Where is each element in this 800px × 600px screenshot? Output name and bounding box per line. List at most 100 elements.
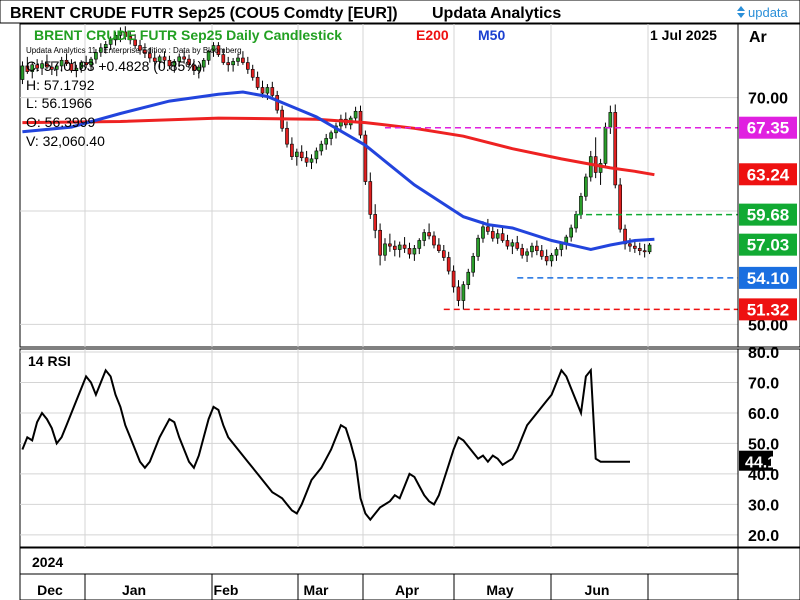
candle: [476, 234, 480, 261]
candle-body: [378, 229, 382, 256]
candle-body: [138, 45, 142, 51]
rsi-tick-label: 40.0: [748, 467, 779, 484]
candle: [20, 61, 25, 85]
rsi-tick-label: 70.0: [748, 376, 779, 393]
candle: [392, 240, 397, 257]
candle-body: [299, 151, 304, 159]
date-axis-labels: Dec Jan Feb Mar Apr May Jun: [37, 574, 649, 600]
candle: [588, 150, 593, 182]
candle-body: [603, 126, 608, 164]
candle-body: [618, 184, 622, 230]
candle: [633, 240, 637, 253]
candle-body: [74, 67, 79, 71]
candle: [304, 150, 309, 167]
candle: [451, 265, 456, 293]
candle: [245, 56, 250, 74]
candle-body: [432, 235, 436, 246]
candle: [530, 242, 534, 258]
candle-body: [588, 156, 593, 178]
candle-body: [388, 243, 392, 247]
candle: [201, 58, 206, 72]
candle: [231, 58, 235, 72]
candle: [187, 54, 191, 69]
candle-body: [260, 87, 265, 94]
candle: [148, 47, 152, 63]
candle: [515, 235, 520, 251]
ohlc-high: H: 57.1792: [26, 77, 95, 93]
candle-body: [294, 151, 299, 157]
rsi-tick-label: 20.0: [748, 528, 779, 545]
candle: [40, 60, 44, 75]
level-label: 57.03: [747, 236, 790, 255]
rsi-tick-label: 30.0: [748, 497, 779, 514]
level-box: [739, 203, 797, 226]
chart-header-title: BRENT CRUDE FUTR Sep25 (COU5 Comdty [EUR…: [10, 5, 398, 22]
candle: [569, 224, 573, 242]
rsi-line: [21, 367, 630, 522]
candle: [397, 241, 402, 258]
candle: [441, 245, 446, 261]
ohlc-low: L: 56.1966: [26, 95, 92, 111]
candle-body: [172, 61, 177, 67]
level-boxes: 67.35 63.24 59.68 57.03 54.10 51.32: [739, 116, 797, 321]
legend-m50-label: M50: [478, 27, 505, 43]
candle: [226, 56, 231, 72]
candle: [539, 245, 544, 260]
candle: [353, 106, 358, 123]
candle-body: [417, 240, 422, 249]
candle: [422, 229, 427, 247]
candle: [329, 130, 333, 146]
candle: [495, 229, 500, 244]
candle: [402, 237, 407, 253]
candle-body: [539, 250, 544, 257]
candle-body: [69, 63, 74, 71]
candle-body: [265, 87, 270, 94]
corner-box: [737, 547, 800, 600]
level-box: [739, 298, 797, 321]
m50-line: [22, 90, 655, 252]
date-label: Mar: [304, 582, 329, 598]
candle-body: [427, 232, 431, 237]
candle-body: [510, 242, 515, 247]
candle-body: [162, 56, 167, 61]
candle-body: [157, 56, 162, 62]
price-tick-label: 50.00: [748, 317, 788, 334]
level-label: 63.24: [747, 165, 790, 184]
candle-body: [211, 45, 216, 52]
candle: [250, 64, 255, 81]
candle: [162, 51, 167, 65]
candle-body: [569, 227, 573, 238]
candle: [138, 39, 142, 55]
candle: [446, 251, 451, 275]
candle-body: [285, 127, 289, 145]
ohlc-volume: V: 32,060.40: [26, 133, 105, 149]
candle: [618, 178, 622, 233]
candle: [314, 147, 319, 164]
candle-body: [451, 270, 456, 288]
candle-body: [579, 195, 583, 215]
candle: [113, 31, 118, 46]
candle: [490, 224, 495, 242]
candle-body: [79, 62, 84, 69]
candle-body: [628, 243, 632, 247]
candle: [118, 27, 123, 43]
candle-body: [505, 240, 510, 247]
candle: [79, 60, 84, 73]
updata-logo-icon-low: [737, 13, 745, 18]
candle-body: [363, 134, 368, 182]
candle-body: [437, 244, 441, 251]
candle-body: [559, 243, 564, 250]
candle: [432, 231, 436, 249]
candle-body: [456, 286, 461, 301]
candle-body: [476, 237, 480, 257]
level-lines: [384, 126, 738, 311]
candle: [598, 158, 603, 185]
candle: [211, 42, 216, 57]
candle-body: [241, 57, 245, 63]
candle-body: [481, 226, 485, 239]
rsi-last-value-box: [739, 450, 773, 471]
candle-body: [598, 163, 603, 173]
candle: [285, 121, 289, 148]
candle: [603, 122, 608, 168]
